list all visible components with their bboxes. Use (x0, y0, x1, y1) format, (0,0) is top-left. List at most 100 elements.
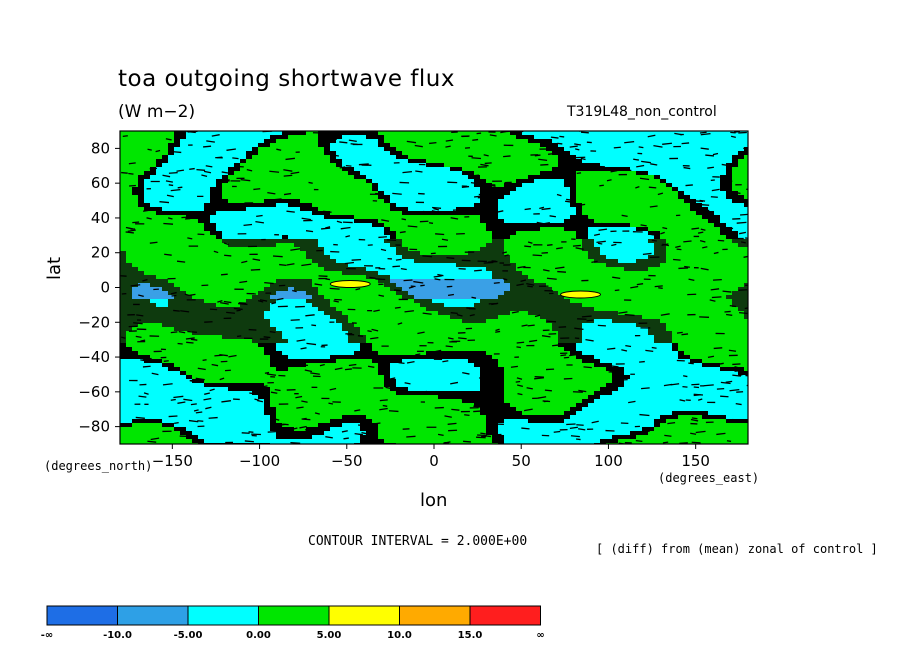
field-cell (336, 231, 342, 235)
field-cell (276, 183, 282, 187)
field-cell (744, 215, 748, 219)
field-cell (528, 131, 534, 135)
field-cell (168, 199, 174, 203)
field-cell (672, 311, 678, 315)
field-cell (534, 147, 540, 151)
field-cell (660, 303, 666, 307)
field-cell (600, 247, 606, 251)
field-cell (198, 271, 204, 275)
field-cell (312, 299, 318, 303)
field-cell (738, 147, 744, 151)
field-cell (150, 315, 156, 319)
field-cell (696, 187, 702, 191)
field-cell (288, 295, 294, 299)
field-cell (150, 211, 156, 215)
field-cell (120, 263, 126, 267)
field-cell (378, 295, 384, 299)
field-cell (156, 247, 162, 251)
field-cell (654, 155, 660, 159)
field-cell (720, 259, 726, 263)
field-cell (648, 287, 654, 291)
field-cell (468, 267, 474, 271)
field-cell (618, 179, 624, 183)
field-cell (132, 207, 138, 211)
field-cell (624, 203, 630, 207)
field-cell (138, 223, 144, 227)
field-cell (348, 247, 354, 251)
field-cell (192, 239, 198, 243)
field-cell (546, 211, 552, 215)
field-cell (156, 279, 162, 283)
field-cell (618, 211, 624, 215)
field-cell (432, 187, 438, 191)
field-cell (204, 215, 210, 219)
field-cell (378, 275, 384, 279)
field-cell (168, 251, 174, 255)
field-cell (150, 251, 156, 255)
field-cell (372, 239, 378, 243)
field-cell (666, 203, 672, 207)
field-cell (288, 319, 294, 323)
field-cell (240, 203, 246, 207)
field-cell (630, 291, 636, 295)
field-cell (342, 263, 348, 267)
field-cell (540, 135, 546, 139)
field-cell (396, 195, 402, 199)
field-cell (186, 171, 192, 175)
field-cell (294, 143, 300, 147)
field-cell (204, 247, 210, 251)
field-cell (630, 199, 636, 203)
field-cell (606, 311, 612, 315)
field-cell (516, 187, 522, 191)
field-cell (366, 135, 372, 139)
field-cell (558, 315, 564, 319)
field-cell (588, 135, 594, 139)
field-cell (642, 295, 648, 299)
field-cell (132, 219, 138, 223)
field-cell (198, 147, 204, 151)
field-cell (630, 191, 636, 195)
field-cell (684, 171, 690, 175)
field-cell (444, 131, 450, 135)
field-cell (540, 263, 546, 267)
field-cell (732, 203, 738, 207)
field-cell (456, 283, 462, 287)
field-cell (330, 319, 336, 323)
field-cell (726, 175, 732, 179)
field-cell (210, 319, 216, 323)
field-cell (468, 243, 474, 247)
field-cell (222, 203, 228, 207)
field-cell (276, 247, 282, 251)
field-cell (120, 287, 126, 291)
field-cell (654, 247, 660, 251)
field-cell (174, 267, 180, 271)
field-cell (234, 219, 240, 223)
field-cell (342, 155, 348, 159)
field-cell (246, 287, 252, 291)
field-cell (624, 167, 630, 171)
field-cell (594, 191, 600, 195)
field-cell (678, 195, 684, 199)
field-cell (720, 311, 726, 315)
field-cell (120, 311, 126, 315)
field-cell (636, 259, 642, 263)
field-cell (126, 239, 132, 243)
field-cell (618, 167, 624, 171)
field-cell (600, 207, 606, 211)
field-cell (636, 143, 642, 147)
field-cell (180, 287, 186, 291)
field-cell (618, 203, 624, 207)
field-cell (330, 183, 336, 187)
field-cell (258, 279, 264, 283)
field-cell (132, 179, 138, 183)
field-cell (648, 263, 654, 267)
field-cell (498, 235, 504, 239)
field-cell (324, 251, 330, 255)
field-cell (552, 315, 558, 319)
field-cell (378, 211, 384, 215)
field-cell (468, 179, 474, 183)
field-cell (468, 263, 474, 267)
field-cell (462, 147, 468, 151)
field-cell (540, 247, 546, 251)
field-cell (492, 139, 498, 143)
